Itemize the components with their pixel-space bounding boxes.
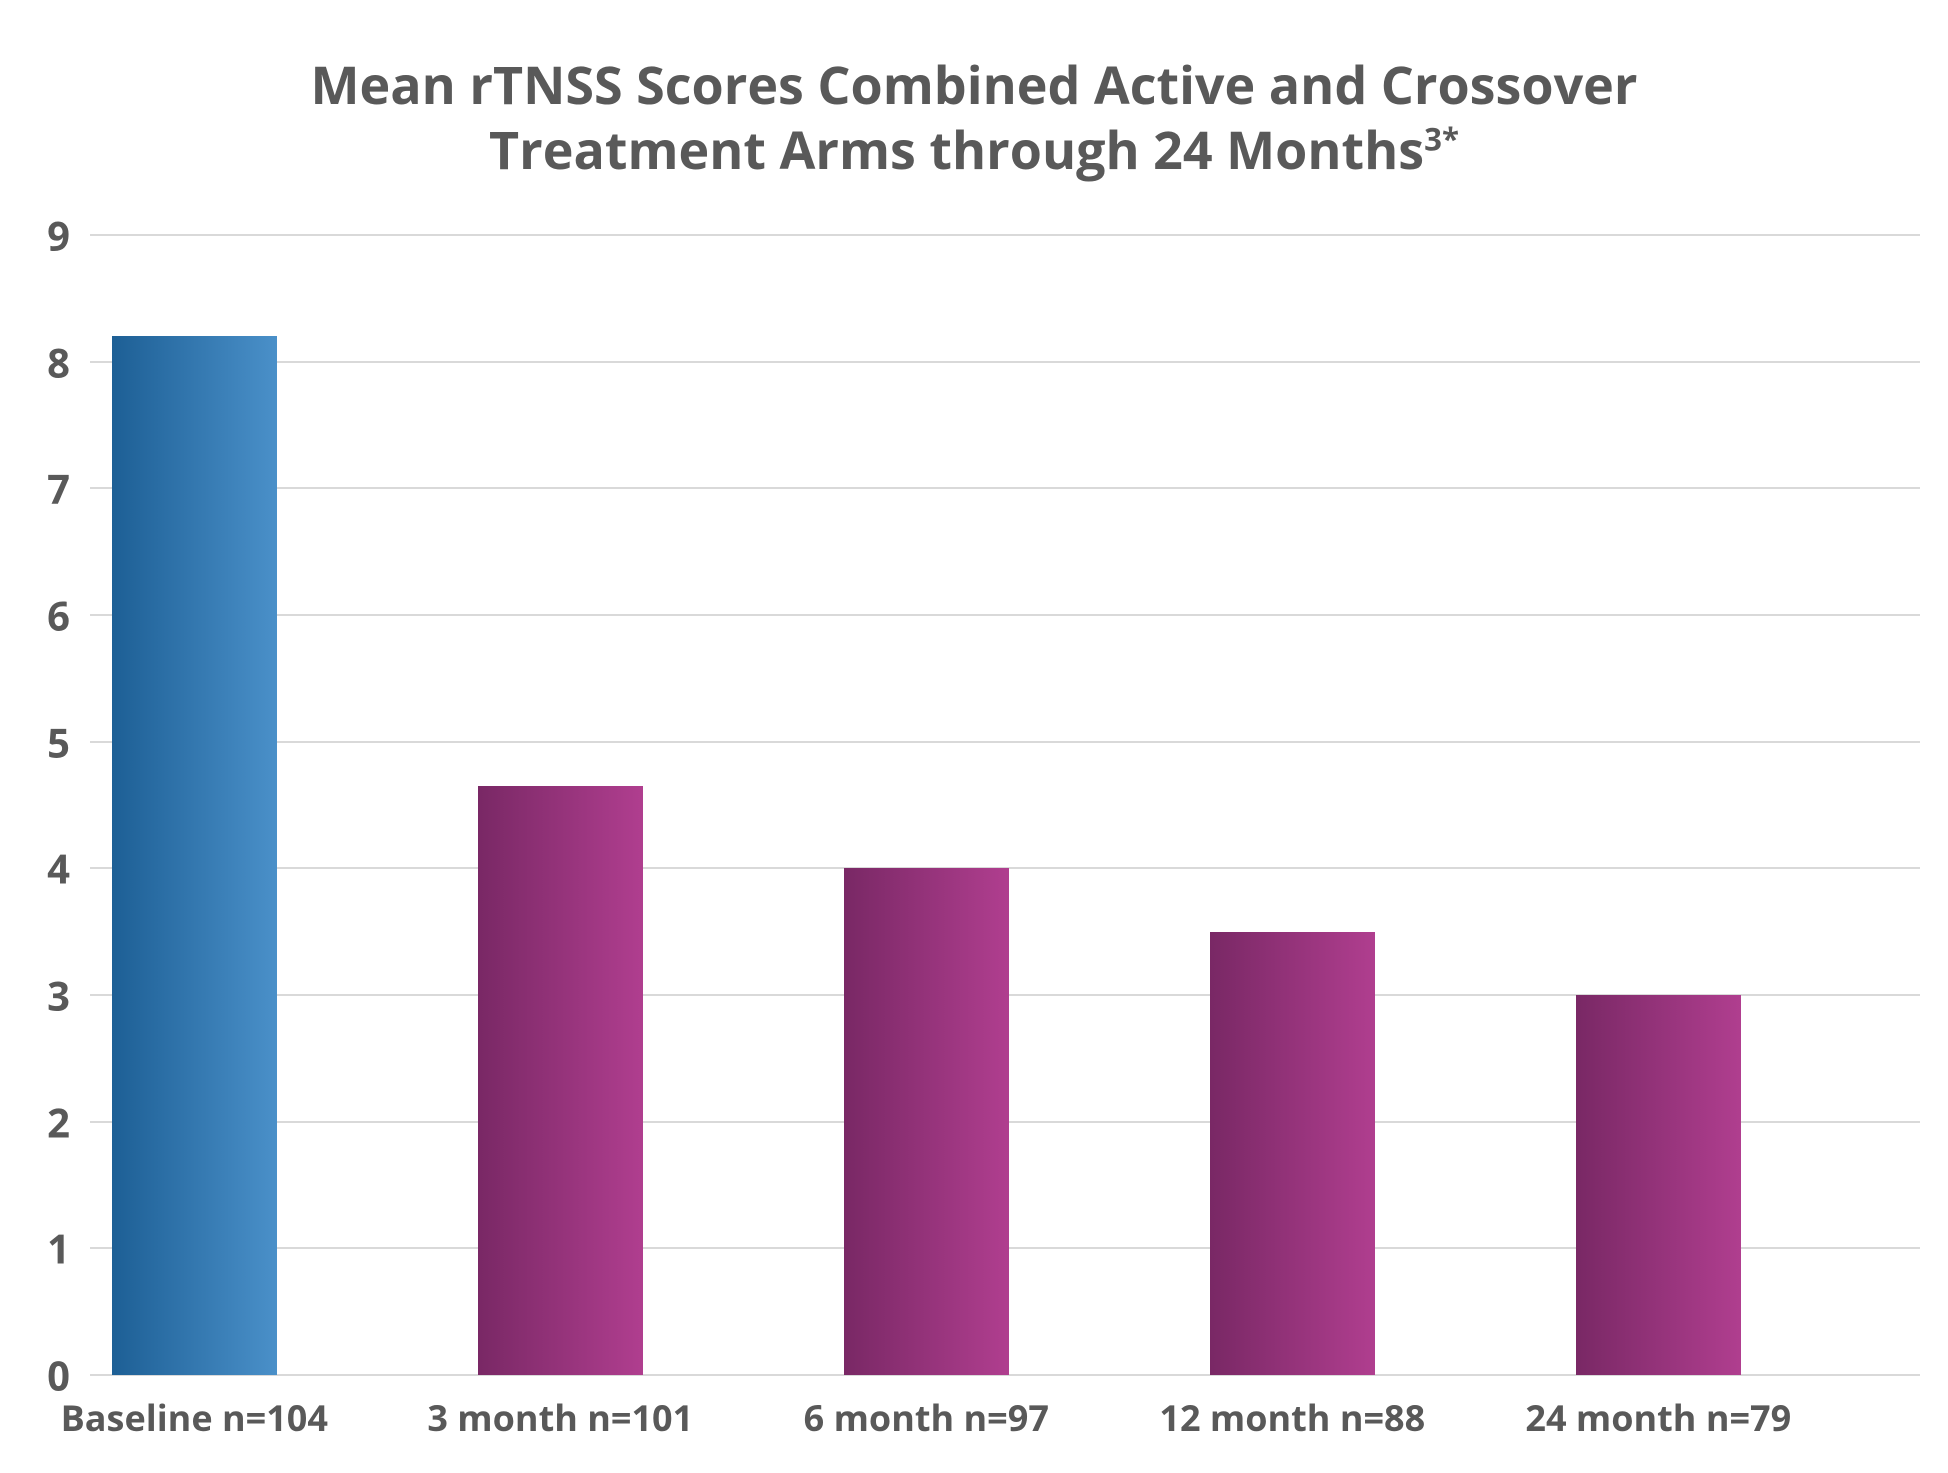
gridline bbox=[90, 741, 1920, 743]
y-tick-label: 4 bbox=[47, 841, 90, 896]
x-tick-label: 6 month n=97 bbox=[804, 1375, 1049, 1442]
chart-title-line2: Treatment Arms through 24 Months bbox=[489, 114, 1424, 185]
gridline bbox=[90, 614, 1920, 616]
x-tick-label: 12 month n=88 bbox=[1159, 1375, 1425, 1442]
chart-title-superscript: 3* bbox=[1424, 119, 1459, 161]
y-tick-label: 1 bbox=[47, 1221, 90, 1276]
y-tick-label: 7 bbox=[47, 461, 90, 516]
y-tick-label: 6 bbox=[47, 588, 90, 643]
bar bbox=[844, 868, 1009, 1375]
y-tick-label: 9 bbox=[47, 208, 90, 263]
bar-chart: Mean rTNSS Scores Combined Active and Cr… bbox=[0, 0, 1948, 1473]
y-tick-label: 3 bbox=[47, 968, 90, 1023]
bar bbox=[1576, 995, 1741, 1375]
chart-title-line1: Mean rTNSS Scores Combined Active and Cr… bbox=[311, 49, 1638, 120]
gridline bbox=[90, 234, 1920, 236]
gridline bbox=[90, 487, 1920, 489]
y-tick-label: 2 bbox=[47, 1094, 90, 1149]
bar bbox=[1210, 932, 1375, 1375]
bar bbox=[478, 786, 643, 1375]
x-tick-label: 24 month n=79 bbox=[1525, 1375, 1791, 1442]
gridline bbox=[90, 361, 1920, 363]
plot-area: 0123456789Baseline n=1043 month n=1016 m… bbox=[90, 235, 1920, 1375]
bar bbox=[112, 336, 277, 1375]
chart-title: Mean rTNSS Scores Combined Active and Cr… bbox=[0, 52, 1948, 182]
y-tick-label: 8 bbox=[47, 334, 90, 389]
x-tick-label: Baseline n=104 bbox=[61, 1375, 328, 1442]
x-tick-label: 3 month n=101 bbox=[427, 1375, 693, 1442]
y-tick-label: 5 bbox=[47, 714, 90, 769]
